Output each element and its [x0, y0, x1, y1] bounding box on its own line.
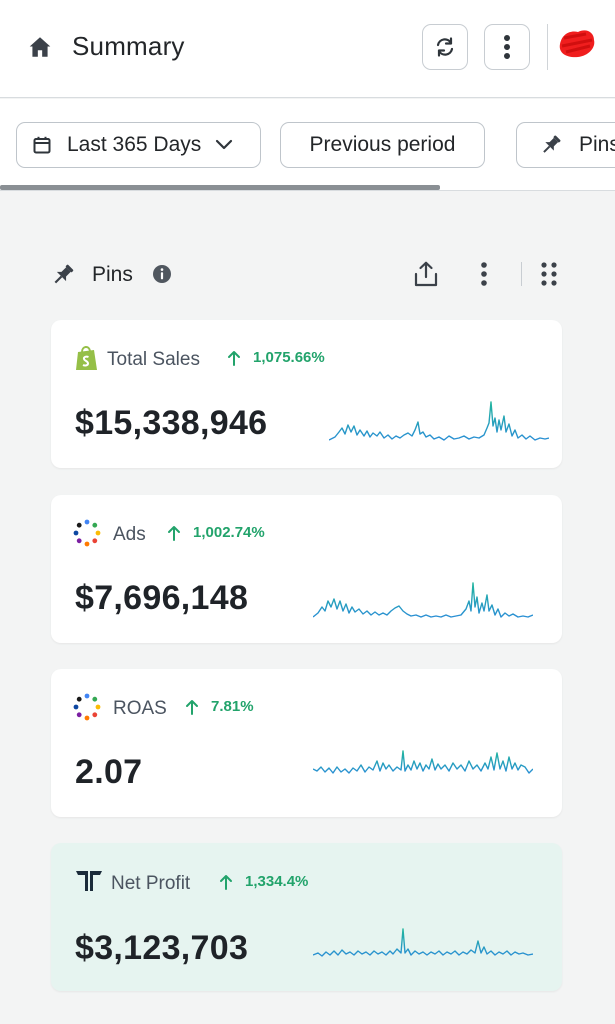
pin-icon — [543, 135, 561, 153]
calendar-icon — [33, 136, 51, 154]
pins-filter-button[interactable]: Pins — [516, 122, 615, 168]
compare-period-button[interactable]: Previous period — [280, 122, 485, 168]
sparkline-line — [313, 750, 533, 774]
sparkline-line — [329, 401, 549, 441]
pins-filter-label: Pins — [579, 133, 615, 156]
metric-label: Total Sales — [107, 349, 200, 370]
top-header: Summary — [0, 0, 615, 98]
arrow-up-icon — [228, 350, 240, 366]
home-icon[interactable] — [27, 34, 53, 60]
pins-section-header: Pins — [50, 254, 565, 294]
sparkline-chart — [313, 582, 533, 618]
arrow-up-icon — [168, 525, 180, 541]
horizontal-scrollbar[interactable] — [0, 185, 440, 190]
metric-card-roas[interactable]: ROAS 7.81% 2.07 — [51, 669, 562, 817]
page-title: Summary — [72, 31, 185, 61]
metric-card-total-sales[interactable]: Total Sales 1,075.66% $15,338,946 — [51, 320, 562, 468]
refresh-icon — [436, 37, 454, 57]
sparkline-line — [313, 582, 533, 618]
arrow-up-icon — [220, 874, 232, 890]
drag-grip-icon[interactable] — [538, 261, 560, 287]
metric-change: 1,334.4% — [219, 873, 308, 890]
shopify-icon — [76, 346, 97, 370]
date-range-select[interactable]: Last 365 Days — [16, 122, 261, 168]
sparkline-chart — [329, 401, 549, 441]
avatar[interactable] — [556, 24, 598, 62]
net-profit-logo-icon — [76, 871, 102, 891]
metric-label: Ads — [113, 524, 146, 545]
arrow-up-icon — [186, 699, 198, 715]
more-vertical-icon — [504, 35, 510, 59]
metric-label: ROAS — [113, 698, 167, 719]
sparkline-chart — [313, 750, 533, 774]
metric-change: 7.81% — [185, 698, 254, 715]
sparkline-line — [313, 928, 533, 957]
pin-icon — [54, 264, 74, 284]
metric-card-net-profit[interactable]: Net Profit 1,334.4% $3,123,703 — [51, 843, 562, 991]
metric-value: $15,338,946 — [75, 404, 268, 442]
metric-change: 1,075.66% — [227, 349, 325, 366]
metric-change-value: 7.81% — [211, 698, 254, 715]
metric-change-value: 1,075.66% — [253, 349, 325, 366]
metric-label: Net Profit — [111, 873, 191, 894]
refresh-button[interactable] — [422, 24, 468, 70]
metric-value: $3,123,703 — [75, 929, 249, 967]
section-more-icon[interactable] — [474, 261, 494, 287]
more-options-button[interactable] — [484, 24, 530, 70]
metric-value: 2.07 — [75, 753, 143, 791]
compare-period-label: Previous period — [309, 133, 456, 156]
info-icon[interactable] — [152, 264, 172, 284]
metric-value: $7,696,148 — [75, 579, 249, 617]
metric-card-ads[interactable]: Ads 1,002.74% $7,696,148 — [51, 495, 562, 643]
metric-change-value: 1,002.74% — [193, 524, 265, 541]
metric-change: 1,002.74% — [167, 524, 265, 541]
ads-dots-icon — [73, 519, 101, 547]
sparkline-chart — [313, 928, 533, 957]
date-range-label: Last 365 Days — [67, 133, 202, 156]
section-divider — [521, 262, 522, 286]
metric-change-value: 1,334.4% — [245, 873, 309, 890]
chevron-down-icon — [216, 139, 233, 150]
header-divider — [547, 24, 548, 70]
share-upload-icon[interactable] — [412, 260, 440, 288]
roas-dots-icon — [73, 693, 101, 721]
filter-bar: Last 365 Days Previous period Pins — [0, 99, 615, 191]
section-title: Pins — [92, 263, 133, 286]
